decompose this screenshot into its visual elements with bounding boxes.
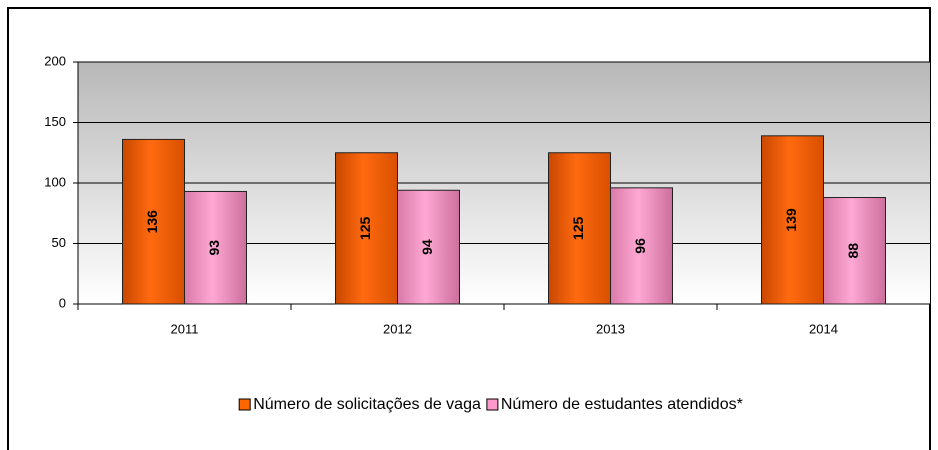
data-label: 93: [206, 240, 222, 256]
y-tick-label: 100: [44, 174, 66, 189]
bar: [610, 187, 673, 305]
data-label: 125: [570, 216, 586, 240]
legend: Número de solicitações de vaga Número de …: [238, 396, 743, 413]
x-tick-label: 2011: [171, 321, 199, 336]
x-tick-label: 2013: [596, 321, 625, 336]
legend-label: Número de solicitações de vaga: [253, 396, 481, 413]
y-tick-label: 200: [44, 53, 66, 68]
y-tick-label: 50: [52, 235, 66, 250]
bar: [823, 197, 886, 305]
legend-label: Número de estudantes atendidos*: [501, 396, 743, 413]
data-label: 125: [357, 216, 373, 240]
bar: [335, 152, 398, 305]
data-label: 139: [783, 208, 799, 232]
y-tick-label: 150: [44, 114, 66, 129]
data-label: 136: [144, 210, 160, 234]
data-label: 96: [632, 238, 648, 254]
y-tick-label: 0: [59, 295, 66, 310]
legend-swatch: [486, 398, 499, 411]
x-tick-label: 2012: [383, 321, 412, 336]
data-label: 88: [845, 243, 861, 259]
x-tick-label: 2014: [809, 321, 838, 336]
bar: [548, 152, 611, 305]
bar: [397, 189, 460, 305]
data-label: 94: [419, 239, 435, 255]
bar: [184, 190, 247, 305]
legend-swatch: [238, 398, 251, 411]
